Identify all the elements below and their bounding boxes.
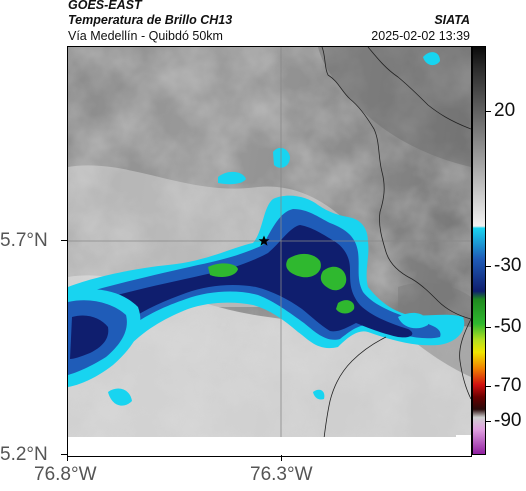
- colorbar-tick: [486, 421, 491, 422]
- x-tick-label-76.8W: 76.8°W: [34, 464, 97, 485]
- org-label: SIATA: [434, 13, 470, 27]
- department-boundary-south: [321, 336, 387, 456]
- colorbar-label-minus50: -50: [494, 316, 522, 337]
- star-icon: [258, 235, 270, 246]
- route-subtitle: Vía Medellín - Quibdó 50km: [68, 29, 223, 43]
- colorbar-tick: [486, 111, 491, 112]
- colorbar-label-minus90: -90: [494, 410, 522, 431]
- department-boundary-east: [459, 318, 471, 400]
- colorbar-tick: [486, 327, 491, 328]
- department-boundary-north: [367, 47, 471, 130]
- product-title: Temperatura de Brillo CH13: [68, 13, 233, 27]
- colorbar-gradient: [473, 47, 485, 454]
- datetime-label: 2025-02-02 13:39: [371, 29, 470, 43]
- y-tick-label-5.7N: 5.7°N: [0, 230, 48, 251]
- y-axis-tick: [61, 454, 67, 455]
- colorbar-tick: [486, 266, 491, 267]
- y-tick-label-5.2N: 5.2°N: [0, 444, 48, 465]
- colorbar-tick: [486, 386, 491, 387]
- colorbar-label-minus30: -30: [494, 255, 522, 276]
- satellite-title: GOES-EAST: [68, 0, 142, 12]
- x-axis-tick: [67, 455, 68, 461]
- y-axis-tick: [61, 240, 67, 241]
- x-axis-tick: [281, 455, 282, 461]
- temperature-colorbar: [472, 46, 486, 455]
- satellite-map: [67, 46, 472, 457]
- department-boundary: [321, 47, 471, 320]
- colorbar-label-20: 20: [494, 100, 516, 121]
- colorbar-label-minus70: -70: [494, 375, 522, 396]
- x-tick-label-76.3W: 76.3°W: [250, 464, 313, 485]
- brightness-temperature-image: [68, 47, 471, 456]
